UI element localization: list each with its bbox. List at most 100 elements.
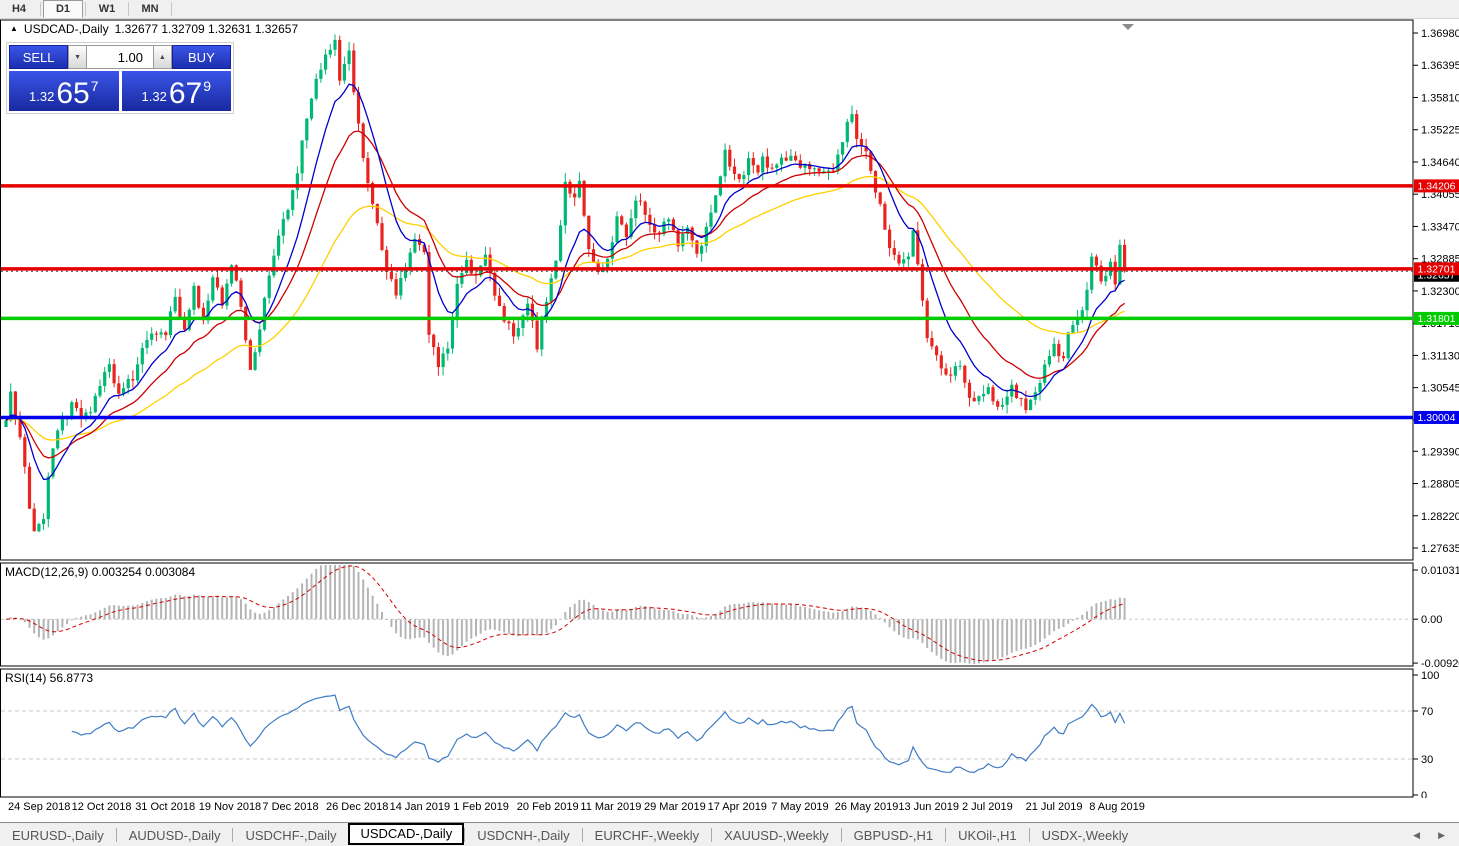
svg-text:0.010311: 0.010311 [1421, 565, 1459, 577]
date-tick-label: 7 May 2019 [771, 801, 829, 813]
svg-text:1.34640: 1.34640 [1421, 157, 1459, 169]
tab-scroll-left-icon[interactable]: ◀ [1413, 829, 1421, 840]
sell-price-sup: 7 [90, 78, 99, 94]
svg-text:-0.00920: -0.00920 [1421, 658, 1459, 670]
toolbar-separator [171, 2, 172, 16]
tab-separator [464, 828, 466, 842]
chart-shift-marker-icon[interactable] [1122, 24, 1134, 30]
tab-ukoil-h1[interactable]: UKOil-,H1 [958, 827, 1017, 843]
tab-usdcad-daily[interactable]: USDCAD-,Daily [348, 822, 465, 845]
macd-histogram [9, 565, 1126, 664]
svg-text:1.36980: 1.36980 [1421, 28, 1459, 40]
date-tick-label: 1 Feb 2019 [453, 801, 509, 813]
svg-text:1.28220: 1.28220 [1421, 511, 1459, 523]
svg-text:1.30545: 1.30545 [1421, 383, 1459, 395]
sell-price-prefix: 1.32 [29, 89, 55, 104]
chart-ohlc-values: 1.32677 1.32709 1.32631 1.32657 [114, 22, 299, 36]
one-click-trade-widget: SELL ▼ ▲ BUY 1.32 65 7 1.32 67 9 [6, 42, 234, 114]
volume-input[interactable] [87, 45, 153, 69]
date-tick-label: 13 Jun 2019 [898, 801, 959, 813]
timeframe-button-h4[interactable]: H4 [11, 3, 27, 15]
tab-separator [1028, 828, 1030, 842]
macd-pane-border [0, 562, 1414, 667]
buy-button[interactable]: BUY [171, 45, 231, 69]
timeframe-button-w1[interactable]: W1 [98, 3, 116, 15]
svg-text:1.32701: 1.32701 [1418, 263, 1456, 275]
date-tick-label: 14 Jan 2019 [389, 801, 451, 813]
tab-separator [115, 828, 117, 842]
date-tick-label: 12 Oct 2018 [71, 801, 132, 813]
volume-increase-button[interactable]: ▲ [153, 45, 172, 69]
sell-price-big: 65 [56, 77, 90, 110]
tab-eurusd-daily[interactable]: EURUSD-,Daily [12, 827, 104, 843]
chart-canvas[interactable]: 1.369801.363951.358101.352251.346401.340… [0, 18, 1459, 798]
svg-text:100: 100 [1421, 670, 1439, 682]
level-badge-1.32701: 1.32701 [1414, 262, 1459, 276]
svg-text:1.28805: 1.28805 [1421, 479, 1459, 491]
tab-gbpusd-h1[interactable]: GBPUSD-,H1 [853, 827, 934, 843]
svg-text:1.35810: 1.35810 [1421, 92, 1459, 104]
svg-text:1.31801: 1.31801 [1418, 313, 1456, 325]
buy-price-panel[interactable]: 1.32 67 9 [121, 71, 231, 111]
svg-text:1.33470: 1.33470 [1421, 221, 1459, 233]
moving-average-20 [5, 130, 1125, 459]
svg-text:1.32300: 1.32300 [1421, 286, 1459, 298]
svg-text:0.00: 0.00 [1421, 614, 1442, 626]
tab-usdchf-daily[interactable]: USDCHF-,Daily [245, 827, 337, 843]
tab-usdcnh-daily[interactable]: USDCNH-,Daily [477, 827, 570, 843]
svg-text:1.30004: 1.30004 [1418, 412, 1456, 424]
svg-text:70: 70 [1421, 706, 1433, 718]
svg-text:1.34206: 1.34206 [1418, 180, 1456, 192]
date-tick-label: 2 Jul 2019 [962, 801, 1013, 813]
rsi-indicator-label: RSI(14) 56.8773 [5, 671, 94, 685]
svg-text:1.29390: 1.29390 [1421, 446, 1459, 458]
rsi-pane-border [0, 668, 1414, 798]
sell-price-panel[interactable]: 1.32 65 7 [9, 71, 119, 111]
toolbar-separator [40, 2, 41, 16]
level-badge-1.34206: 1.34206 [1414, 179, 1459, 193]
chart-symbol-label: USDCAD-,Daily [23, 22, 109, 36]
svg-text:0: 0 [1421, 790, 1427, 798]
main-pane-border [0, 19, 1414, 561]
date-tick-label: 29 Mar 2019 [644, 801, 706, 813]
date-tick-label: 17 Apr 2019 [707, 801, 767, 813]
chart-header: ▲ USDCAD-,Daily 1.32677 1.32709 1.32631 … [10, 22, 298, 36]
macd-indicator-label: MACD(12,26,9) 0.003254 0.003084 [5, 565, 196, 579]
rsi-line [71, 694, 1126, 774]
tab-separator [232, 828, 234, 842]
timeframe-button-d1[interactable]: D1 [43, 0, 83, 18]
volume-decrease-button[interactable]: ▼ [68, 45, 87, 69]
tab-scroll-right-icon[interactable]: ▶ [1438, 829, 1445, 840]
tab-eurchf-weekly[interactable]: EURCHF-,Weekly [594, 827, 700, 843]
date-tick-label: 11 Mar 2019 [580, 801, 642, 813]
date-tick-label: 24 Sep 2018 [8, 801, 71, 813]
tab-separator [840, 828, 842, 842]
buy-price-big: 67 [168, 77, 203, 110]
buy-price-sup: 9 [203, 78, 211, 94]
toolbar-separator [128, 2, 129, 16]
date-tick-label: 26 Dec 2018 [326, 801, 389, 813]
date-axis: 24 Sep 2018 12 Oct 2018 31 Oct 2018 19 Nov … [0, 798, 1459, 822]
date-tick-label: 20 Feb 2019 [516, 801, 579, 813]
candlestick-series [4, 34, 1127, 533]
buy-price-prefix: 1.32 [141, 89, 167, 104]
tab-usdx-weekly[interactable]: USDX-,Weekly [1041, 827, 1129, 843]
collapse-trade-panel-icon[interactable]: ▲ [10, 24, 18, 33]
date-tick-label: 7 Dec 2018 [262, 801, 319, 813]
moving-average-45 [5, 175, 1125, 441]
timeframe-button-mn[interactable]: MN [141, 3, 159, 15]
date-tick-label: 21 Jul 2019 [1025, 801, 1083, 813]
tab-separator [711, 828, 713, 842]
date-tick-label: 31 Oct 2018 [135, 801, 196, 813]
tab-separator [945, 828, 947, 842]
timeframe-toolbar: H4 D1 W1 MN [0, 0, 1459, 19]
date-tick-label: 19 Nov 2018 [198, 801, 262, 813]
tab-xauusd-weekly[interactable]: XAUUSD-,Weekly [724, 827, 829, 843]
sell-button[interactable]: SELL [9, 45, 69, 69]
toolbar-separator [85, 2, 86, 16]
price-axis[interactable]: 1.369801.363951.358101.352251.346401.340… [1413, 28, 1459, 798]
svg-text:30: 30 [1421, 754, 1433, 766]
chart-tab-bar: EURUSD-,Daily AUDUSD-,Daily USDCHF-,Daily U… [0, 822, 1459, 846]
tab-audusd-daily[interactable]: AUDUSD-,Daily [128, 827, 221, 843]
